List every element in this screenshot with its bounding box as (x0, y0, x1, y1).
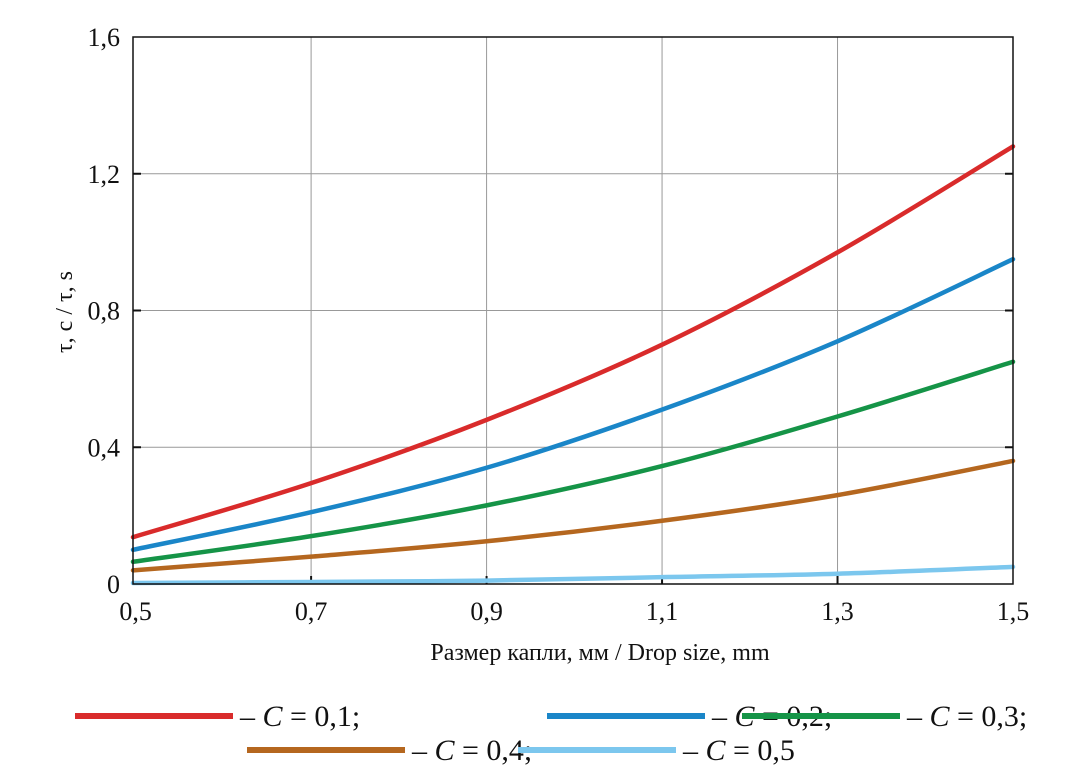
y-tick-label: 1,2 (88, 160, 121, 189)
x-tick-label: 0,9 (470, 597, 503, 626)
series-line (130, 458, 1016, 573)
legend: – C = 0,1;– C = 0,2;– C = 0,3;– C = 0,4;… (75, 700, 1027, 767)
series-line (130, 256, 1016, 553)
y-tick-label: 0,8 (88, 297, 121, 326)
legend-label: – C = 0,1; (239, 700, 360, 733)
y-tick-label: 0 (107, 570, 120, 599)
y-axis-label: τ, c / τ, s (52, 271, 78, 353)
legend-label: – C = 0,3; (906, 700, 1027, 733)
x-tick-label: 1,3 (821, 597, 854, 626)
y-tick-label: 0,4 (88, 433, 121, 462)
x-tick-label: 1,1 (646, 597, 679, 626)
plot-frame (132, 36, 1014, 585)
legend-label: – C = 0,5 (682, 734, 795, 767)
legend-label: – C = 0,4; (411, 734, 532, 767)
series-lines (130, 144, 1016, 586)
x-tick-label: 0,7 (295, 597, 328, 626)
tick-labels: 0,5 0,7 0,9 1,1 1,3 1,5 0 0,4 0,8 1,2 1,6 (88, 23, 1030, 626)
series-line (130, 144, 1016, 540)
x-axis-label: Размер капли, мм / Drop size, mm (430, 640, 770, 666)
series-line (130, 359, 1016, 565)
grid (133, 37, 1013, 584)
y-tick-label: 1,6 (88, 23, 121, 52)
x-tick-label: 0,5 (119, 597, 152, 626)
series-line (130, 564, 1016, 586)
x-tick-label: 1,5 (997, 597, 1030, 626)
